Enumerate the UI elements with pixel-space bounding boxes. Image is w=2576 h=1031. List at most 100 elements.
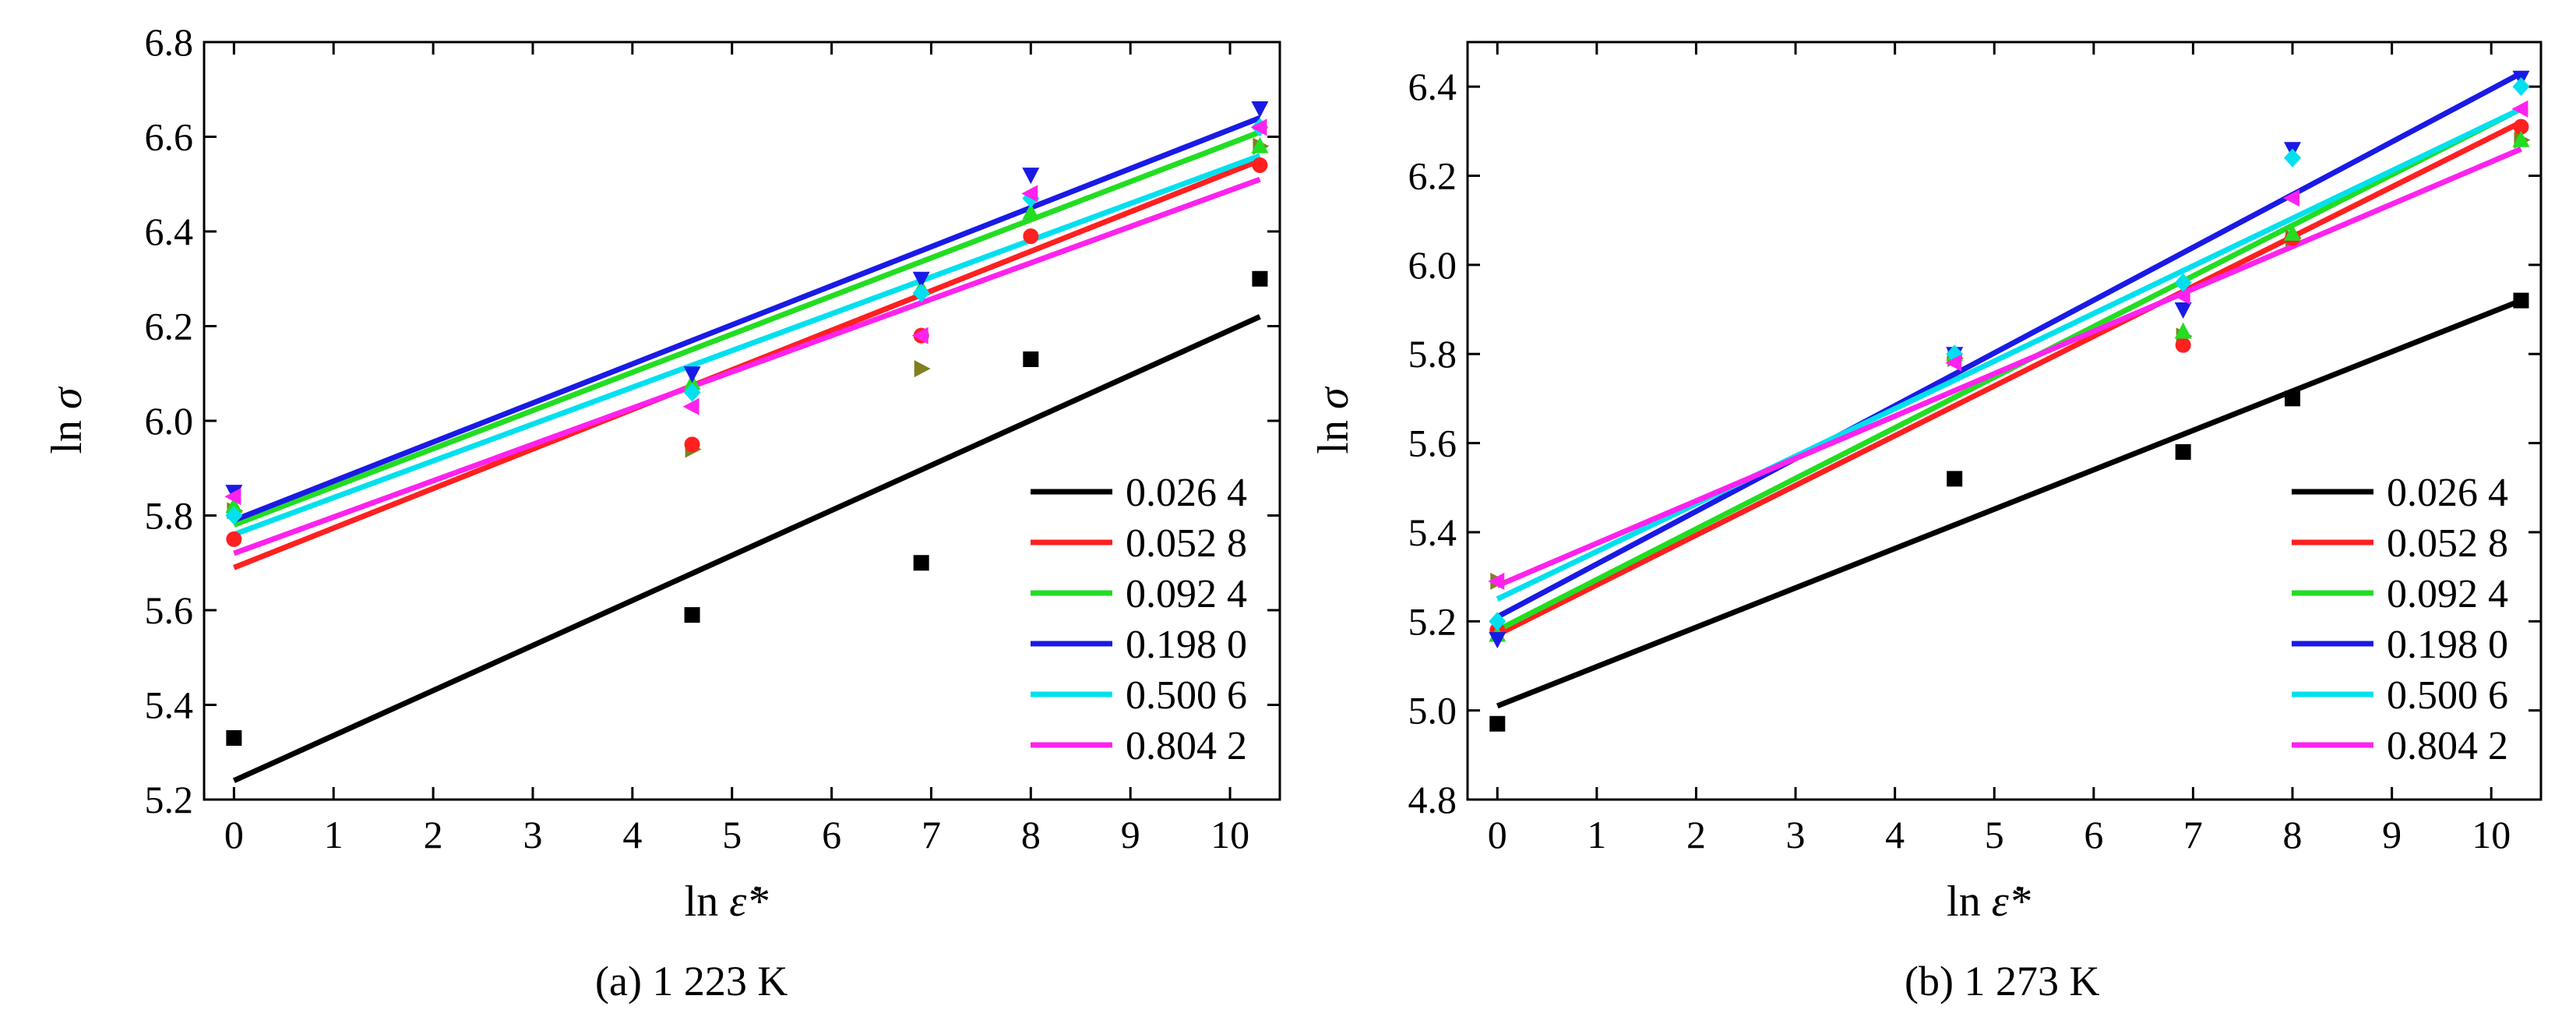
data-point-0.0264 — [2285, 390, 2301, 407]
fit-line-0.0264 — [232, 314, 1261, 783]
data-point-0.0924 — [2512, 130, 2530, 147]
data-point-0.8042 — [2173, 287, 2190, 305]
y-tick-label: 5.6 — [145, 588, 194, 632]
data-point-0.0264 — [1947, 471, 1963, 487]
legend-label: 0.026 4 — [1126, 471, 1247, 515]
x-tick-label: 10 — [2472, 813, 2511, 856]
caption-a: (a) 1 223 K — [595, 958, 788, 1005]
x-tick-label: 0 — [1488, 813, 1507, 856]
data-point-0.0528 — [2175, 337, 2191, 353]
data-point-0.0264 — [913, 555, 929, 571]
x-axis-label: ln ε̇* — [685, 877, 769, 926]
fit-line-0.1980 — [233, 115, 1261, 523]
y-tick-label: 6.2 — [145, 305, 194, 348]
y-tick-label: 6.4 — [145, 210, 194, 253]
data-point-0.1980 — [2174, 302, 2192, 320]
data-point-0.5006 — [912, 283, 930, 302]
data-point-0.5006 — [225, 506, 243, 525]
data-point-0.0264 — [226, 730, 242, 747]
x-tick-label: 5 — [1985, 813, 2004, 856]
data-point-0.0264 — [1489, 715, 1506, 732]
y-tick-label: 5.2 — [145, 778, 194, 821]
data-point-0.5006 — [2174, 273, 2192, 292]
x-tick-label: 4 — [1885, 813, 1905, 856]
fit-line-0.8042 — [1496, 147, 2522, 588]
legend-label: 0.052 8 — [1126, 521, 1247, 566]
x-tick-label: 10 — [1210, 813, 1249, 856]
data-point-0.8042 — [1945, 354, 1962, 372]
legend-label: 0.804 2 — [1126, 724, 1247, 768]
x-tick-label: 9 — [2382, 813, 2402, 856]
x-tick-label: 3 — [523, 813, 542, 856]
data-point-0.0528 — [1023, 228, 1039, 245]
y-tick-label: 5.0 — [1408, 689, 1457, 733]
y-tick-label: 6.6 — [145, 115, 194, 159]
fit-line-0.5006 — [233, 153, 1261, 538]
plot-frame — [1466, 41, 2543, 801]
y-tick-label: 5.4 — [145, 683, 194, 727]
x-tick-label: 4 — [622, 813, 642, 856]
y-tick-label: 5.2 — [1408, 599, 1457, 643]
data-point-0.0528 — [2513, 118, 2529, 135]
data-point-0.8042 — [682, 397, 700, 415]
data-point-0.0264 — [2175, 444, 2191, 461]
y-tick-label: 4.8 — [1408, 778, 1457, 821]
legend-label: 0.500 6 — [2387, 673, 2508, 718]
plot-frame — [203, 41, 1281, 801]
data-point-0.5006 — [1489, 612, 1506, 631]
y-tick-label: 5.8 — [1408, 332, 1457, 376]
legend-label: 0.026 4 — [2387, 471, 2508, 515]
data-point-0.0924 — [1022, 203, 1040, 220]
data-point-0.1980 — [912, 271, 930, 288]
fit-line-0.0528 — [1496, 119, 2523, 637]
data-point-0.0924 — [2284, 224, 2302, 241]
data-point-0.5006 — [2512, 77, 2530, 97]
data-point-0.8042 — [1250, 118, 1267, 136]
data-point-0.1980 — [683, 366, 701, 383]
data-point-0.0264 — [1252, 270, 1268, 287]
legend: 0.026 4 0.052 8 0.092 4 0.198 0 0.500 6 0.804… — [2292, 471, 2508, 768]
x-tick-label: 2 — [1686, 813, 1706, 856]
x-tick-label: 9 — [1121, 813, 1140, 856]
chart-b: 0 1 2 3 4 5 6 7 8 9 10 4.8 5.0 5.2 5.4 5.6 5.8 6.0 6.2 6.4 l… — [1309, 41, 2543, 926]
y-tick-label: 6.4 — [1408, 65, 1457, 108]
x-tick-label: 1 — [324, 813, 344, 856]
x-tick-label: 7 — [2183, 813, 2203, 856]
fit-line-0.8042 — [233, 176, 1261, 556]
data-point-0.0264 — [2513, 292, 2529, 309]
data-point-0.0924 — [1251, 136, 1269, 154]
data-point-0.0924 — [225, 496, 243, 514]
data-point-0.0528 — [1252, 157, 1268, 173]
data-point-0.0924 — [2174, 322, 2192, 339]
x-tick-label: 8 — [2283, 813, 2303, 856]
data-point-0.0264 — [1023, 351, 1039, 368]
legend-label: 0.198 0 — [1126, 623, 1247, 667]
data-point-0.5006 — [2284, 148, 2302, 168]
data-point-0.1980 — [1022, 168, 1040, 185]
y-axis-label: ln σ — [1309, 386, 1358, 454]
data-point-extra — [914, 360, 931, 378]
fit-line-0.1980 — [1496, 70, 2523, 620]
data-point-0.0528 — [226, 531, 242, 547]
x-axis-label: ln ε̇* — [1947, 877, 2031, 926]
data-point-0.8042 — [2511, 100, 2528, 118]
data-point-0.0528 — [684, 436, 700, 453]
x-tick-label: 7 — [922, 813, 941, 856]
fit-line-0.0924 — [233, 129, 1261, 528]
legend-label: 0.052 8 — [2387, 521, 2508, 566]
data-point-0.8042 — [1488, 572, 1505, 590]
legend-label: 0.092 4 — [1126, 572, 1247, 616]
y-tick-label: 5.8 — [145, 494, 194, 538]
y-tick-label: 6.8 — [145, 20, 194, 64]
y-axis-label: ln σ — [43, 386, 91, 454]
caption-b: (b) 1 273 K — [1905, 958, 2100, 1005]
y-tick-label: 6.0 — [1408, 243, 1457, 287]
y-tick-label: 6.0 — [145, 399, 194, 443]
x-tick-label: 6 — [822, 813, 841, 856]
legend-label: 0.804 2 — [2387, 724, 2508, 768]
x-tick-label: 6 — [2084, 813, 2103, 856]
data-point-0.1980 — [1489, 632, 1506, 649]
y-tick-label: 6.2 — [1408, 154, 1457, 198]
legend-label: 0.092 4 — [2387, 572, 2508, 616]
